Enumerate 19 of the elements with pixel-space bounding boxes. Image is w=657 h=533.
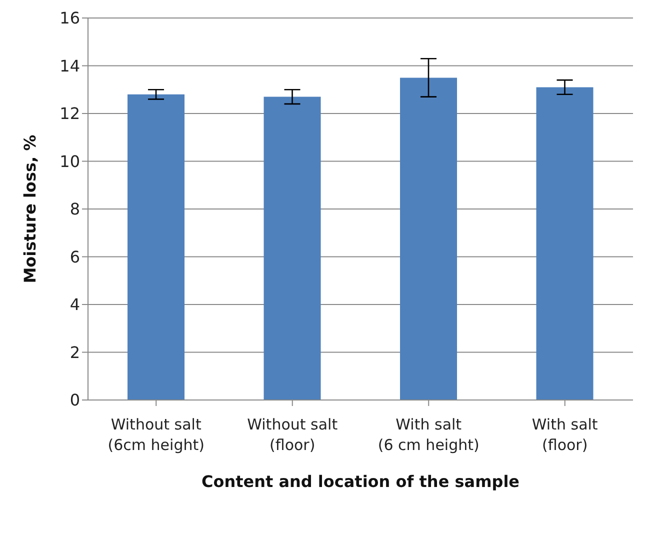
y-tick-label: 16 [60, 8, 80, 28]
x-tick-label: With salt (6 cm height) [378, 416, 480, 454]
y-tick-label: 6 [70, 247, 80, 266]
x-tick-label: With salt (floor) [532, 416, 598, 454]
bar [400, 78, 458, 400]
y-axis-title: Moisture loss, % [20, 134, 40, 284]
y-tick-label: 8 [70, 200, 80, 219]
y-tick-label: 12 [60, 104, 80, 124]
x-tick-label: Without salt (6cm height) [108, 416, 204, 454]
y-tick-label: 2 [70, 342, 80, 362]
y-tick-label: 0 [70, 390, 80, 410]
x-axis-title: Content and location of the sample [201, 472, 520, 491]
y-tick-label: 10 [60, 152, 80, 171]
bar [128, 94, 185, 400]
y-tick-label: 14 [60, 56, 80, 76]
y-tick-label: 4 [70, 295, 80, 314]
bar [264, 96, 321, 400]
bar [536, 87, 594, 400]
x-tick-label: Without salt (floor) [247, 416, 338, 454]
